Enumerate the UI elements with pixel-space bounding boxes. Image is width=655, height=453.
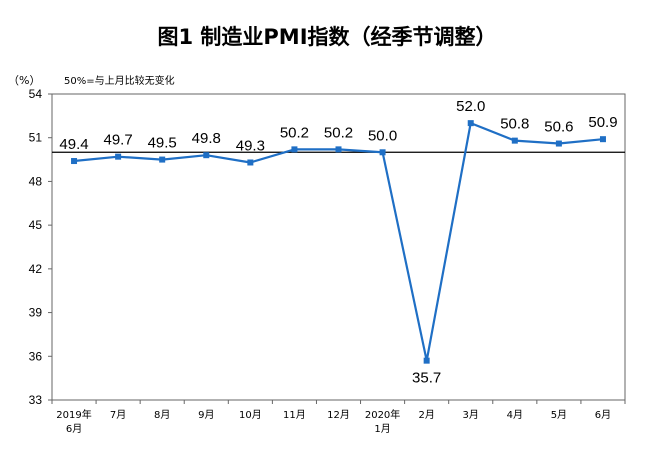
data-point bbox=[203, 152, 210, 159]
series-marks: 49.4 49.7 49.5 49.8 49.3 50.2 50.2 50.0 35.7 52.0… bbox=[52, 98, 625, 387]
x-tick-label: 7月 bbox=[110, 409, 126, 421]
chart-title: 图1 制造业PMI指数（经季节调整） bbox=[157, 25, 496, 49]
data-point bbox=[115, 153, 122, 160]
data-point bbox=[247, 159, 254, 166]
data-point bbox=[599, 136, 606, 143]
data-point bbox=[71, 158, 78, 165]
y-tick-label: 36 bbox=[29, 349, 43, 363]
data-label: 49.4 bbox=[59, 136, 88, 153]
data-point bbox=[423, 357, 430, 364]
y-unit-label: （%） bbox=[8, 74, 40, 87]
data-label: 49.3 bbox=[236, 137, 265, 154]
data-point bbox=[159, 156, 166, 163]
x-tick-label: 5月 bbox=[551, 409, 567, 421]
data-point bbox=[511, 137, 518, 144]
y-tick-label: 51 bbox=[29, 131, 43, 145]
x-tick-label: 11月 bbox=[283, 409, 306, 421]
data-label: 50.9 bbox=[588, 114, 617, 131]
data-label: 49.5 bbox=[148, 135, 177, 152]
x-tick-label: 6月 bbox=[595, 409, 611, 421]
x-tick-label: 6月 bbox=[66, 423, 82, 435]
data-label: 50.6 bbox=[544, 119, 573, 136]
data-point bbox=[379, 149, 386, 156]
x-tick-label: 8月 bbox=[154, 409, 170, 421]
data-label: 50.8 bbox=[500, 116, 529, 133]
y-tick-label: 39 bbox=[29, 306, 43, 320]
x-tick-label: 3月 bbox=[463, 409, 479, 421]
data-label: 50.0 bbox=[368, 127, 397, 144]
y-tick-label: 48 bbox=[29, 174, 43, 188]
data-label: 35.7 bbox=[412, 370, 441, 387]
x-tick-label: 2019年 bbox=[56, 408, 91, 421]
x-tick-label: 10月 bbox=[239, 409, 262, 421]
x-tick-label: 12月 bbox=[327, 409, 350, 421]
y-tick-label: 45 bbox=[29, 218, 43, 232]
x-tick-label: 2月 bbox=[418, 409, 434, 421]
x-tick-label: 1月 bbox=[374, 423, 390, 435]
y-tick-label: 33 bbox=[29, 393, 43, 407]
data-label: 50.2 bbox=[324, 124, 353, 141]
y-tick-label: 42 bbox=[29, 262, 43, 276]
reference-note: 50%=与上月比较无变化 bbox=[64, 74, 175, 87]
data-point bbox=[335, 146, 342, 153]
series-line bbox=[73, 121, 604, 362]
plot-frame bbox=[51, 93, 626, 401]
data-point bbox=[467, 120, 474, 127]
x-tick-label: 9月 bbox=[198, 409, 214, 421]
data-label: 49.7 bbox=[104, 132, 133, 149]
data-label: 50.2 bbox=[280, 124, 309, 141]
data-label: 52.0 bbox=[456, 98, 485, 115]
axes: 33 36 39 42 45 48 51 54 2019年 6月 7月 8月 9月 10月 11月 12月 20… bbox=[29, 87, 626, 435]
y-tick-label: 54 bbox=[29, 87, 43, 101]
x-tick-label: 4月 bbox=[507, 409, 523, 421]
x-tick-label: 2020年 bbox=[365, 408, 400, 421]
data-point bbox=[555, 140, 562, 147]
data-label: 49.8 bbox=[192, 130, 221, 147]
data-point bbox=[291, 146, 298, 153]
